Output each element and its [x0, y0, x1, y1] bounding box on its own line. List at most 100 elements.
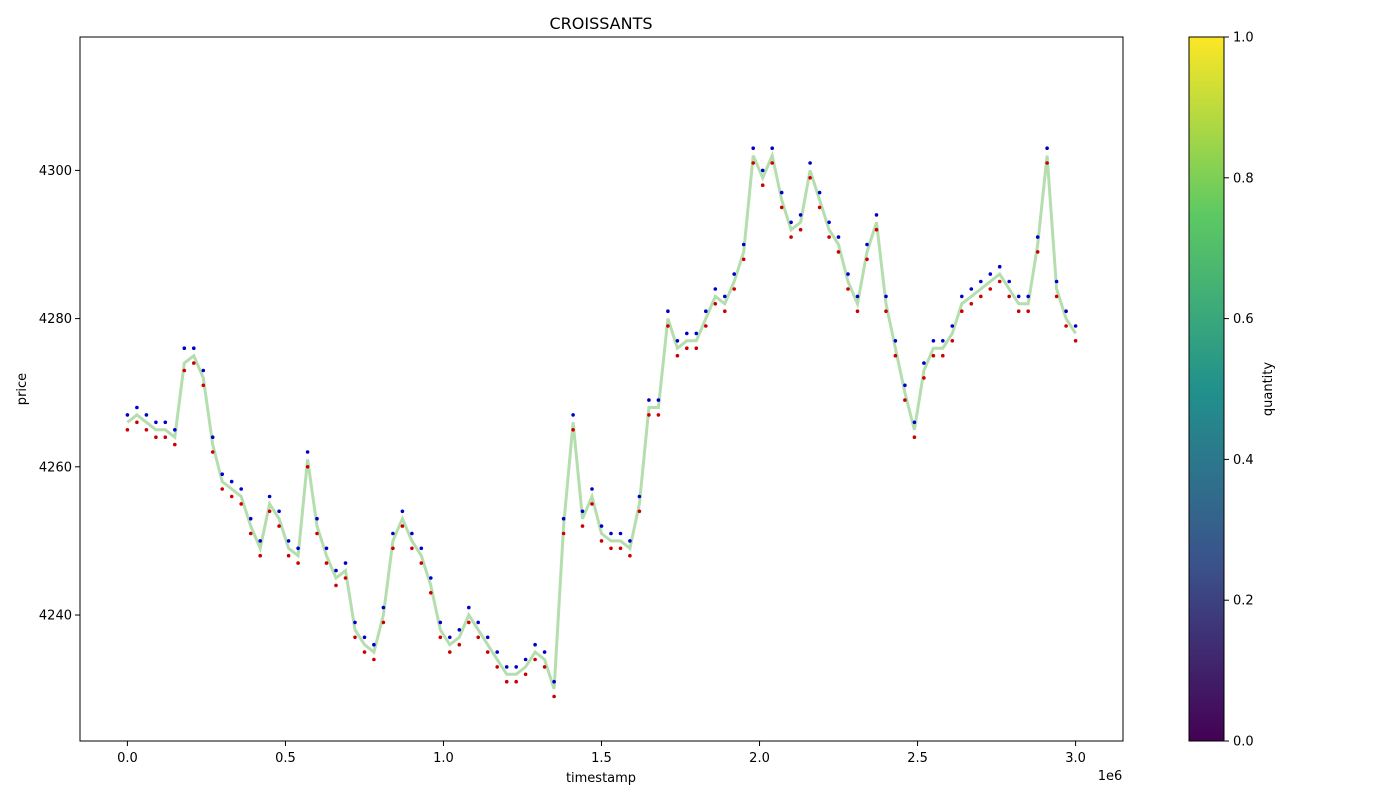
ask-point	[258, 539, 263, 543]
bid-point	[628, 553, 632, 558]
ask-point	[941, 339, 945, 343]
ask-point	[580, 509, 585, 514]
ask-point	[979, 279, 983, 284]
ask-point	[419, 546, 424, 551]
bid-point	[182, 368, 187, 373]
bid-point	[315, 531, 319, 536]
ask-point	[429, 576, 433, 580]
ask-point	[827, 220, 831, 225]
ask-point	[1007, 279, 1011, 284]
chart-title: CROISSANTS	[549, 14, 652, 33]
ask-point	[201, 368, 206, 373]
bid-point	[704, 324, 708, 328]
bid-point	[618, 546, 623, 551]
bid-point	[523, 672, 528, 677]
ask-point	[912, 420, 917, 425]
bid-point	[599, 539, 604, 543]
bid-point	[666, 324, 670, 328]
x-tick-label: 1.0	[433, 751, 454, 766]
bid-point	[135, 420, 139, 425]
bid-point	[1035, 250, 1040, 254]
series-band-line	[126, 150, 1077, 690]
y-tick-label: 4280	[39, 312, 72, 327]
ask-point	[229, 479, 234, 484]
bid-point	[656, 413, 661, 417]
ask-point	[239, 487, 243, 491]
bid-point	[324, 561, 329, 565]
bid-point	[817, 205, 822, 210]
x-tick-label: 0.5	[275, 751, 296, 766]
bid-point	[533, 657, 537, 662]
bid-point	[912, 435, 917, 440]
bid-point	[296, 561, 300, 565]
bid-point	[1045, 161, 1049, 165]
bid-point	[960, 309, 964, 314]
ask-point	[248, 516, 253, 521]
colorbar-ticks: 0.0 0.2 0.4 0.6 0.8 1.0	[1224, 31, 1254, 750]
bid-point	[941, 353, 945, 358]
ask-point	[571, 413, 575, 417]
ask-point	[666, 309, 670, 314]
plot-frame	[79, 36, 1124, 742]
ask-point	[220, 472, 224, 477]
ask-point	[884, 294, 888, 299]
colorbar	[1188, 36, 1225, 742]
bid-point	[476, 635, 481, 640]
ask-point	[267, 494, 272, 499]
colorbar-label: quantity	[1261, 362, 1276, 417]
bid-point	[542, 665, 547, 669]
bid-point	[362, 650, 367, 654]
bid-point	[277, 524, 281, 528]
ask-point	[1073, 324, 1078, 328]
ask-point	[770, 146, 774, 150]
bid-point	[770, 161, 774, 165]
x-axis: 0.0 0.5 1.0 1.5 2.0 2.5 3.0	[117, 741, 1086, 766]
ask-point	[694, 331, 699, 336]
bid-point	[391, 546, 395, 551]
ask-point	[817, 190, 822, 195]
ask-point	[144, 413, 149, 417]
colorbar-tick-label: 1.0	[1233, 31, 1254, 46]
bid-point	[229, 494, 234, 499]
bid-point	[125, 428, 130, 432]
ask-point	[628, 539, 632, 543]
ask-point	[874, 213, 879, 217]
ask-point	[296, 546, 300, 551]
ask-point	[723, 294, 727, 299]
ask-point	[182, 346, 187, 351]
ask-point	[1045, 146, 1049, 150]
bid-point	[429, 591, 433, 595]
ask-point	[609, 531, 613, 536]
ask-point	[846, 272, 850, 276]
ask-point	[485, 635, 490, 640]
ask-point	[1016, 294, 1021, 299]
ask-point	[391, 531, 395, 536]
y-axis: 4240 4260 4280 4300	[39, 164, 80, 624]
ask-point	[467, 605, 471, 610]
ask-point	[561, 516, 566, 521]
bid-point	[571, 428, 575, 432]
ask-point	[448, 635, 452, 640]
ask-point	[523, 657, 528, 662]
bid-point	[988, 287, 993, 291]
bid-point	[504, 679, 509, 684]
series-bid	[125, 161, 1078, 699]
ask-point	[135, 405, 139, 410]
ask-point	[704, 309, 708, 314]
bid-point	[741, 257, 746, 262]
bid-point	[1026, 309, 1030, 314]
ask-point	[751, 146, 755, 150]
ask-point	[192, 346, 196, 351]
bid-point	[334, 583, 338, 588]
bid-point	[827, 235, 831, 239]
ask-point	[315, 516, 319, 521]
ask-point	[381, 605, 386, 610]
bid-point	[372, 657, 376, 662]
bid-point	[884, 309, 888, 314]
bid-point	[419, 561, 424, 565]
bid-point	[1064, 324, 1068, 328]
ask-point	[163, 420, 168, 425]
x-axis-offset-label: 1e6	[1098, 769, 1123, 784]
